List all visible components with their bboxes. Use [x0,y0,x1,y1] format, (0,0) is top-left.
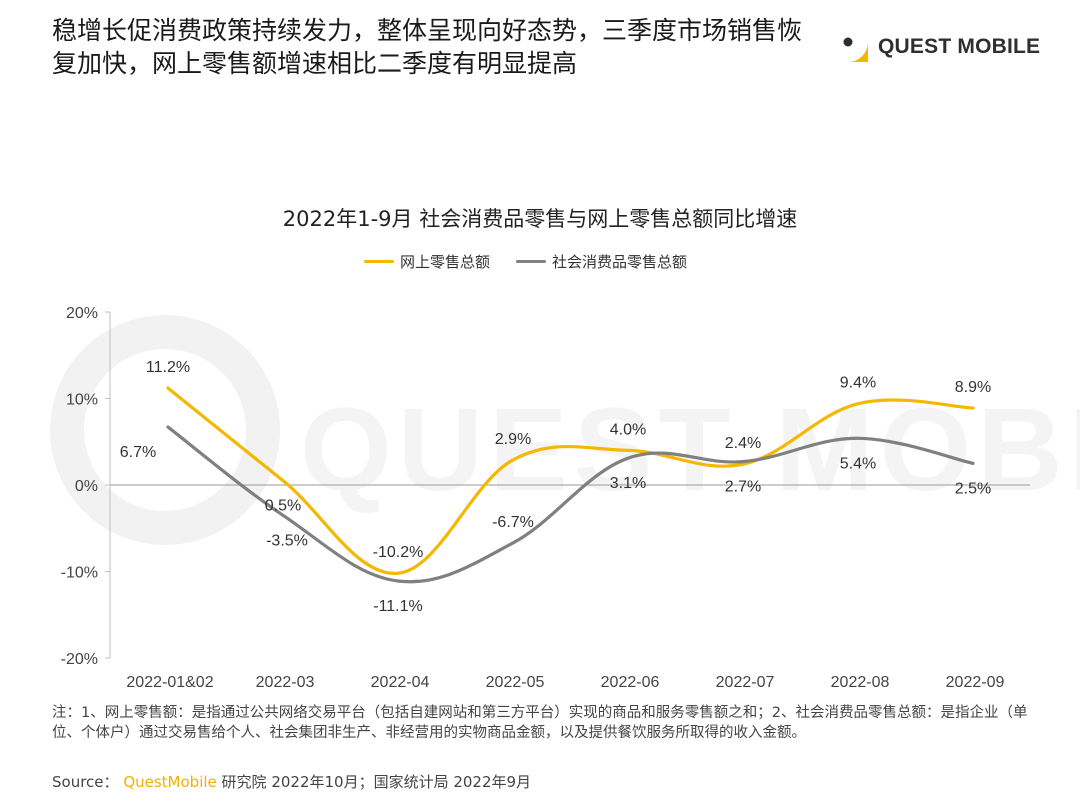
data-label: -6.7% [492,514,534,531]
x-tick-label: 2022-03 [256,674,315,691]
y-tick-label: -20% [61,651,98,668]
legend-label-online: 网上零售总额 [400,253,491,271]
page-headline: 稳增长促消费政策持续发力，整体呈现向好态势，三季度市场销售恢复加快，网上零售额增… [52,16,803,78]
legend-swatch-online [364,260,394,263]
data-labels: 11.2% 0.5% -10.2% 2.9% 4.0% 2.4% 9.4% 8.9% 6.7% -… [120,359,991,615]
source-brand: QuestMobile [123,773,217,791]
x-tick-label: 2022-08 [831,674,890,691]
x-tick-label: 2022-07 [716,674,775,691]
series-line-total [166,425,975,584]
quest-mobile-logo: QUEST MOBILE [818,14,1048,70]
x-tick-label: 2022-09 [946,674,1005,691]
data-label: 9.4% [840,375,876,392]
legend-item-total: 社会消费品零售总额 [516,251,687,272]
data-label: 2.5% [955,480,991,497]
source-prefix: Source： [52,773,119,791]
data-label: 4.0% [610,421,646,438]
quest-mobile-logo-icon [828,22,868,62]
data-label: -11.1% [373,598,423,615]
data-label: -3.5% [266,532,308,549]
data-label: 11.2% [146,359,190,376]
data-label: 2.7% [725,479,761,496]
x-tick-label: 2022-04 [371,674,430,691]
x-tick-label: 2022-06 [601,674,660,691]
series-line-online [166,386,975,575]
legend-label-total: 社会消费品零售总额 [552,253,688,271]
data-label: 3.1% [610,475,646,492]
source-line: Source： QuestMobile 研究院 2022年10月；国家统计局 2… [52,771,531,792]
footnote: 注：1、网上零售额：是指通过公共网络交易平台（包括自建网站和第三方平台）实现的商… [52,705,1028,741]
chart-title: 2022年1-9月 社会消费品零售与网上零售总额同比增速 [282,207,798,231]
chart-axes: 20% 10% 0% -10% -20% 2022-01&02 2022-03 2022-04… [61,305,1030,691]
data-label: 0.5% [265,498,301,515]
x-tick-label: 2022-01&02 [126,674,213,691]
y-tick-label: 0% [75,478,98,495]
y-tick-label: 10% [66,392,98,409]
data-label: 5.4% [840,455,876,472]
legend-item-online: 网上零售总额 [364,251,490,272]
x-tick-label: 2022-05 [486,674,545,691]
data-label: 6.7% [120,444,156,461]
source-suffix: 研究院 2022年10月；国家统计局 2022年9月 [221,773,532,791]
data-label: 2.9% [495,431,531,448]
logo-wordmark: QUEST MOBILE [878,35,1041,58]
data-label: 2.4% [725,435,761,452]
y-tick-label: -10% [61,565,98,582]
watermark-logo-ring [50,315,280,545]
data-label: -10.2% [373,544,424,561]
legend-swatch-total [516,260,546,263]
data-label: 8.9% [955,379,991,396]
y-tick-label: 20% [66,305,98,322]
series-lines [166,386,975,584]
